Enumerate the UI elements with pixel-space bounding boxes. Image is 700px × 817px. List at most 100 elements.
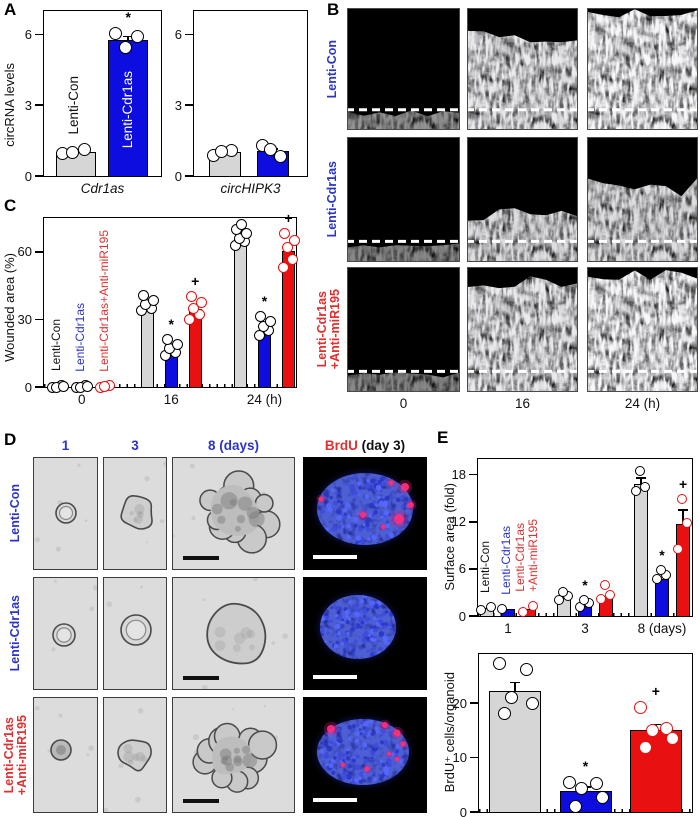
row-label-line2: +Anti-miR195 — [328, 289, 342, 370]
micrograph-organoid-anti-mir195-day3 — [103, 697, 167, 813]
data-point — [186, 291, 198, 303]
data-point — [589, 776, 603, 790]
data-point — [557, 586, 568, 597]
panel-d-col-day1: 1 — [61, 438, 70, 453]
data-point — [130, 30, 144, 44]
data-point — [193, 309, 205, 321]
data-point — [162, 334, 174, 346]
data-point — [184, 313, 196, 325]
data-point — [288, 235, 300, 247]
data-point — [666, 732, 680, 746]
data-point — [519, 662, 533, 676]
panel-e-top-ylabel-wrap: Surface area (fold) — [442, 462, 458, 612]
micrograph-organoid-anti-mir195-day1 — [33, 697, 98, 813]
error-bar — [514, 681, 516, 692]
panel-d-row-label-anti-mir195: Lenti-Cdr1as +Anti-miR195 — [0, 697, 32, 813]
y-tick-label: 0 — [458, 608, 466, 624]
row-label-line2: +Anti-miR195 — [15, 714, 29, 796]
y-tick-label: 0 — [174, 168, 182, 184]
panel-c-ylabel: Wounded area (%) — [1, 253, 17, 362]
significance-plus: + — [678, 476, 688, 493]
significance-asterisk: * — [261, 292, 268, 309]
y-tick-label: 60 — [17, 244, 32, 260]
row-label-text: Lenti-Con — [325, 39, 340, 99]
bar-label-line: Lenti-Con — [478, 540, 493, 593]
panel-b-row-label-lenti-con: Lenti-Con — [320, 8, 346, 130]
micrograph-organoid-lenti-con-day8 — [172, 457, 295, 570]
data-point — [498, 707, 512, 721]
y-tick-mark — [35, 386, 43, 388]
data-point — [525, 696, 539, 710]
data-point — [255, 310, 267, 322]
row-label-line1: Lenti-Cdr1as — [314, 291, 329, 368]
panel-a-label: A — [4, 0, 17, 19]
data-point — [493, 657, 507, 671]
data-point — [279, 228, 291, 240]
data-point — [604, 589, 615, 600]
micrograph-organoid-lenti-cdr1as-day1 — [33, 577, 98, 690]
y-tick-mark — [35, 33, 43, 36]
y-tick-mark — [185, 104, 193, 107]
row-label-text: Lenti-Cdr1as — [8, 595, 23, 672]
error-bar — [682, 509, 684, 525]
y-tick-mark — [469, 568, 477, 570]
bar-legend-label: Lenti-Cdr1as — [73, 303, 87, 372]
data-point — [681, 517, 692, 528]
data-point — [118, 41, 132, 55]
bar-label-line: Lenti-Cdr1as — [512, 523, 527, 593]
panel-e-bottom-ylabel: BrdU⁺ cells/organoid — [441, 672, 457, 793]
significance-asterisk: * — [125, 8, 131, 25]
micrograph-wound-lenti-cdr1as-0h — [347, 137, 460, 262]
chart-cdr1as: 0 3 6 Lenti-Con * Lenti-Cdr1as — [25, 8, 162, 183]
data-point — [195, 297, 207, 308]
x-group-label: 8 (days) — [637, 621, 687, 636]
significance-plus: + — [284, 210, 293, 227]
error-bar-cap — [636, 477, 647, 479]
data-point — [599, 580, 610, 591]
bar-label-line: Lenti-Cdr1as+Anti-miR195 — [97, 229, 112, 372]
bar-con — [634, 484, 649, 616]
bar-con — [489, 691, 542, 812]
y-tick-label: 6 — [458, 561, 466, 577]
data-point — [578, 594, 589, 605]
error-bar-cap — [510, 681, 521, 684]
panel-d-label: D — [4, 430, 17, 449]
data-point — [630, 486, 641, 497]
y-tick-mark — [469, 473, 477, 476]
micrograph-organoid-lenti-con-day3 — [103, 457, 167, 570]
data-point — [147, 294, 159, 306]
data-point — [676, 494, 687, 505]
data-point — [264, 316, 276, 328]
data-point — [504, 691, 518, 705]
data-point — [595, 593, 606, 604]
micrograph-wound-lenti-con-0h — [347, 8, 460, 130]
data-point — [655, 565, 666, 576]
bar-anti — [676, 524, 691, 616]
significance-asterisk: * — [582, 757, 589, 774]
micrograph-organoid-lenti-cdr1as-day8 — [172, 577, 295, 690]
chart-wounded-area: 0 30 60 Lenti-Con Lenti-Cdr1as Lenti-Cdr1as+A… — [18, 211, 300, 407]
panel-d-row-label-lenti-con: Lenti-Con — [2, 457, 30, 570]
x-group-label: 24 (h) — [246, 392, 283, 407]
bar-legend-label: Lenti-Cdr1as+Anti-miR195 — [512, 519, 540, 593]
panel-d-col-day3: 3 — [131, 438, 139, 453]
y-tick-label: 0 — [24, 379, 32, 395]
y-tick-label: 6 — [24, 27, 32, 43]
y-tick-mark — [470, 756, 478, 759]
y-tick-mark — [185, 33, 193, 36]
significance-asterisk: * — [168, 316, 174, 333]
bar-label-line: +Anti-miR195 — [525, 519, 540, 593]
bar-legend-label: Lenti-Con — [478, 540, 493, 593]
micrograph-organoid-lenti-cdr1as-day3 — [103, 577, 167, 690]
y-tick-label: 3 — [174, 97, 182, 113]
bar-cdr — [108, 40, 149, 176]
data-point — [633, 700, 647, 714]
y-tick-mark — [35, 175, 43, 177]
bar-con — [234, 238, 247, 387]
error-bar-cap — [123, 35, 134, 38]
y-tick-label: 12 — [451, 514, 466, 530]
data-point — [497, 603, 508, 614]
brdu-label-red: BrdU — [324, 438, 358, 453]
data-point — [240, 228, 252, 240]
